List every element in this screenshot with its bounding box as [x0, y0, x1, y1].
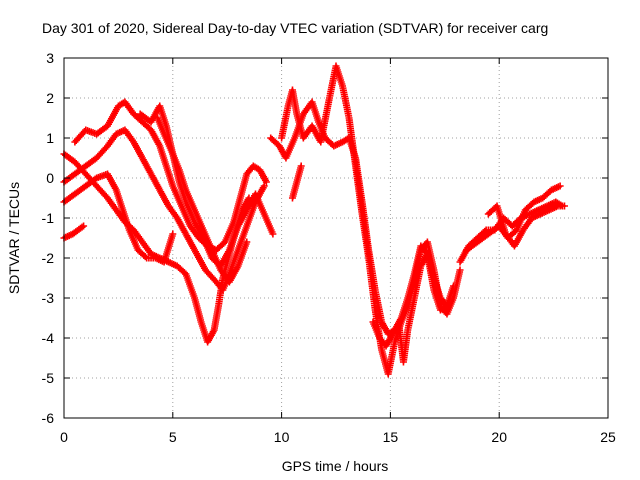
y-tick-label: -5: [42, 370, 55, 386]
data-point: [262, 178, 270, 186]
y-tick-label: -2: [42, 250, 55, 266]
series-track-n: [484, 202, 568, 250]
data-point: [456, 266, 464, 274]
data-point: [260, 182, 268, 190]
x-tick-label: 25: [600, 429, 616, 445]
data-point: [297, 162, 305, 170]
x-axis-label: GPS time / hours: [282, 458, 389, 474]
y-tick-label: 0: [46, 170, 54, 186]
data-point: [269, 230, 277, 238]
data-point: [450, 282, 458, 290]
y-tick-label: 2: [46, 90, 54, 106]
series-track-j: [288, 162, 305, 202]
axis-ticks: 0 5 10 15 20 25 -6 -5 -4 -3 -2 -1 0 1 2 3: [42, 50, 616, 445]
chart-title: Day 301 of 2020, Sidereal Day-to-day VTE…: [42, 20, 548, 36]
series-track-b: [60, 126, 268, 294]
x-tick-label: 5: [169, 429, 177, 445]
y-tick-label: -6: [42, 410, 55, 426]
data-point: [443, 302, 451, 310]
data-point: [243, 238, 251, 246]
data-point: [560, 202, 568, 210]
y-tick-label: 1: [46, 130, 54, 146]
y-tick-label: -4: [42, 330, 55, 346]
plot-frame: [63, 57, 609, 419]
series-track-g: [154, 114, 251, 286]
x-tick-label: 10: [274, 429, 290, 445]
x-tick-label: 0: [60, 429, 68, 445]
x-tick-label: 15: [383, 429, 399, 445]
data-point: [169, 230, 177, 238]
series-track-m: [463, 182, 564, 254]
y-tick-label: 3: [46, 50, 54, 66]
grid-lines: [64, 58, 608, 418]
series-track-c: [60, 170, 177, 266]
data-markers: [60, 62, 568, 378]
x-tick-label: 20: [491, 429, 507, 445]
data-marker: [141, 253, 149, 261]
series-track-d: [60, 222, 88, 242]
y-tick-label: -1: [42, 210, 55, 226]
y-tick-label: -3: [42, 290, 55, 306]
data-point: [80, 222, 88, 230]
series-track-k: [369, 250, 451, 366]
y-axis-label: SDTVAR / TECUs: [6, 182, 22, 294]
data-point: [556, 182, 564, 190]
